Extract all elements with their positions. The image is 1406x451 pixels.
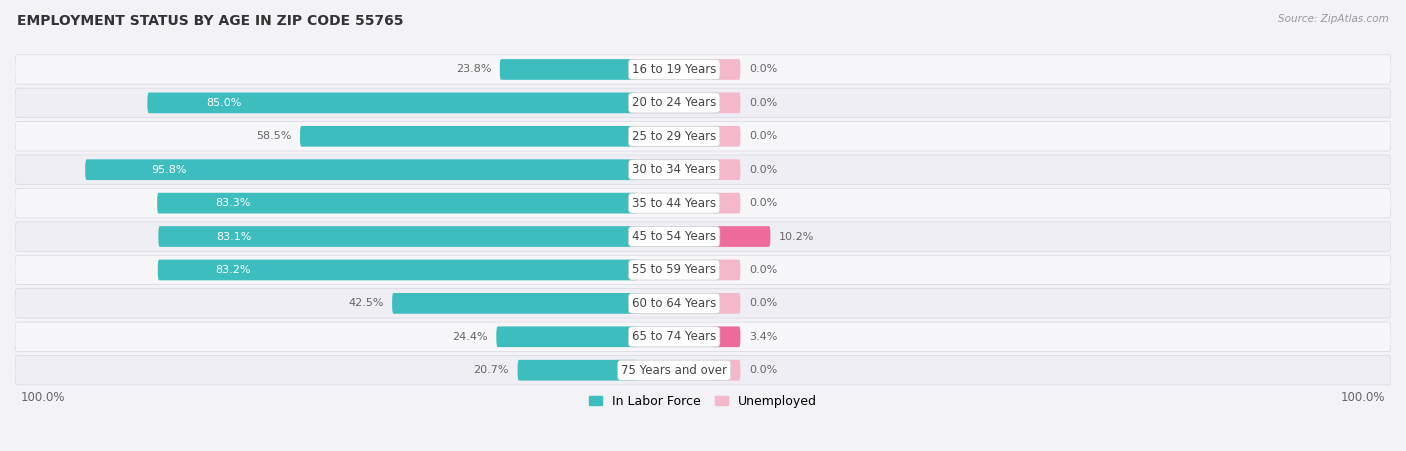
Text: 35 to 44 Years: 35 to 44 Years [633,197,716,210]
FancyBboxPatch shape [157,193,637,213]
Text: EMPLOYMENT STATUS BY AGE IN ZIP CODE 55765: EMPLOYMENT STATUS BY AGE IN ZIP CODE 557… [17,14,404,28]
Text: 95.8%: 95.8% [152,165,187,175]
Text: 24.4%: 24.4% [453,332,488,342]
FancyBboxPatch shape [15,189,1391,218]
Text: 3.4%: 3.4% [749,332,778,342]
FancyBboxPatch shape [711,293,741,314]
FancyBboxPatch shape [711,159,741,180]
Text: 45 to 54 Years: 45 to 54 Years [633,230,716,243]
Text: Source: ZipAtlas.com: Source: ZipAtlas.com [1278,14,1389,23]
FancyBboxPatch shape [711,260,741,281]
FancyBboxPatch shape [711,193,741,213]
FancyBboxPatch shape [15,55,1391,84]
FancyBboxPatch shape [15,88,1391,118]
FancyBboxPatch shape [15,322,1391,351]
Text: 0.0%: 0.0% [749,64,778,74]
Text: 20.7%: 20.7% [474,365,509,375]
Text: 60 to 64 Years: 60 to 64 Years [633,297,716,310]
FancyBboxPatch shape [299,126,637,147]
Text: 0.0%: 0.0% [749,299,778,308]
Text: 0.0%: 0.0% [749,165,778,175]
FancyBboxPatch shape [711,327,741,347]
Text: 20 to 24 Years: 20 to 24 Years [633,97,716,110]
FancyBboxPatch shape [148,92,637,113]
Text: 100.0%: 100.0% [1341,391,1385,404]
FancyBboxPatch shape [392,293,637,314]
Text: 65 to 74 Years: 65 to 74 Years [633,330,716,343]
FancyBboxPatch shape [711,360,741,381]
FancyBboxPatch shape [517,360,637,381]
FancyBboxPatch shape [159,226,637,247]
FancyBboxPatch shape [496,327,637,347]
Text: 30 to 34 Years: 30 to 34 Years [633,163,716,176]
Text: 83.1%: 83.1% [215,231,252,242]
Legend: In Labor Force, Unemployed: In Labor Force, Unemployed [583,390,823,413]
FancyBboxPatch shape [711,126,741,147]
Text: 16 to 19 Years: 16 to 19 Years [633,63,717,76]
FancyBboxPatch shape [711,92,741,113]
Text: 75 Years and over: 75 Years and over [621,364,727,377]
Text: 0.0%: 0.0% [749,98,778,108]
Text: 83.2%: 83.2% [215,265,250,275]
FancyBboxPatch shape [86,159,637,180]
Text: 10.2%: 10.2% [779,231,814,242]
Text: 58.5%: 58.5% [256,131,291,141]
FancyBboxPatch shape [15,155,1391,184]
FancyBboxPatch shape [15,289,1391,318]
Text: 0.0%: 0.0% [749,365,778,375]
FancyBboxPatch shape [499,59,637,80]
Text: 0.0%: 0.0% [749,198,778,208]
Text: 42.5%: 42.5% [347,299,384,308]
FancyBboxPatch shape [15,255,1391,285]
Text: 85.0%: 85.0% [207,98,242,108]
Text: 25 to 29 Years: 25 to 29 Years [633,130,716,143]
Text: 100.0%: 100.0% [21,391,65,404]
Text: 23.8%: 23.8% [456,64,491,74]
FancyBboxPatch shape [15,222,1391,251]
Text: 0.0%: 0.0% [749,131,778,141]
Text: 83.3%: 83.3% [215,198,250,208]
Text: 55 to 59 Years: 55 to 59 Years [633,263,716,276]
FancyBboxPatch shape [711,59,741,80]
FancyBboxPatch shape [15,355,1391,385]
FancyBboxPatch shape [157,260,637,281]
Text: 0.0%: 0.0% [749,265,778,275]
FancyBboxPatch shape [711,226,770,247]
FancyBboxPatch shape [15,122,1391,151]
